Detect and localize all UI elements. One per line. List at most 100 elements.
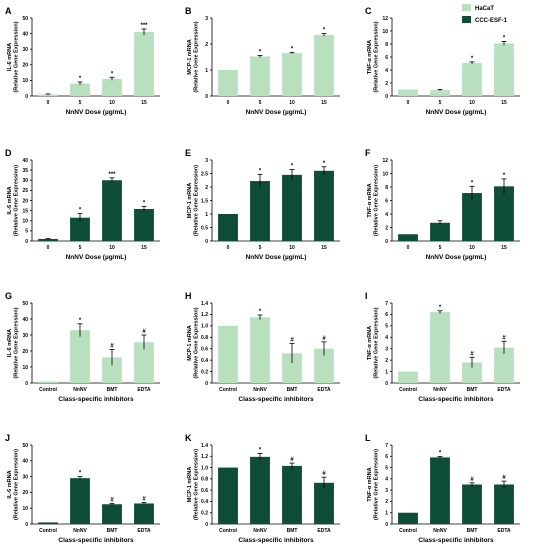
bar-d-15 bbox=[134, 209, 154, 241]
y-tick-label-b: 2 bbox=[205, 42, 208, 48]
bar-b-0 bbox=[218, 70, 238, 96]
significance-marker-k: * bbox=[259, 447, 262, 453]
bar-d-5 bbox=[70, 217, 90, 241]
y-tick-label-f: 8 bbox=[385, 185, 388, 191]
y-axis-label-d: IL-6 mRNA bbox=[7, 186, 13, 214]
x-tick-label-h: Control bbox=[219, 387, 237, 393]
x-axis-label-a: NnNV Dose (µg/mL) bbox=[66, 109, 127, 116]
x-tick-label-i: EDTA bbox=[497, 387, 511, 393]
x-tick-label-c: 0 bbox=[407, 100, 410, 106]
y-tick-label-d: 10 bbox=[22, 219, 28, 225]
y-tick-label-e: 2.5 bbox=[201, 171, 208, 177]
panel-letter-a: A bbox=[5, 6, 12, 16]
y-tick-label-c: 2 bbox=[385, 81, 388, 87]
y-axis-label-a: IL-6 mRNA bbox=[7, 43, 13, 71]
x-tick-label-l: BMT bbox=[467, 528, 478, 534]
x-axis-label-k: Class-specific inhibitors bbox=[238, 537, 314, 544]
panel-letter-e: E bbox=[185, 148, 191, 158]
panel-letter-d: D bbox=[5, 148, 12, 158]
y-tick-label-l: 6 bbox=[385, 454, 388, 460]
significance-marker-l: # bbox=[502, 475, 506, 481]
y-tick-label-g: 20 bbox=[22, 349, 28, 355]
x-tick-label-l: Control bbox=[399, 528, 417, 534]
y-tick-label-c: 4 bbox=[385, 68, 388, 74]
y-tick-label-b: 1 bbox=[205, 68, 208, 74]
y-axis-label-d: (Relative Gene Expression) bbox=[14, 165, 20, 236]
y-tick-label-c: 10 bbox=[382, 29, 388, 35]
panel-letter-c: C bbox=[365, 6, 372, 16]
bar-f-15 bbox=[494, 186, 514, 241]
x-tick-label-f: 5 bbox=[439, 245, 442, 251]
x-axis-label-e: NnNV Dose (µg/mL) bbox=[246, 254, 307, 261]
y-tick-label-k: 0.8 bbox=[201, 477, 208, 483]
x-tick-label-i: BMT bbox=[467, 387, 478, 393]
x-tick-label-b: 5 bbox=[259, 100, 262, 106]
bar-i-nnnv bbox=[430, 312, 450, 383]
bar-l-bmt bbox=[462, 484, 482, 524]
bar-c-10 bbox=[462, 62, 482, 96]
bar-c-0 bbox=[398, 89, 418, 96]
y-tick-label-a: 30 bbox=[22, 47, 28, 53]
y-tick-label-j: 0 bbox=[25, 522, 28, 528]
y-tick-label-i: 7 bbox=[385, 301, 388, 307]
y-tick-label-h: 0.2 bbox=[201, 369, 208, 375]
bar-e-5 bbox=[250, 181, 270, 241]
legend-label: HaCaT bbox=[475, 6, 494, 12]
y-tick-label-e: 0 bbox=[205, 239, 208, 245]
y-tick-label-d: 20 bbox=[22, 198, 28, 204]
panel-letter-g: G bbox=[5, 291, 12, 301]
x-tick-label-j: Control bbox=[39, 528, 57, 534]
y-tick-label-k: 1.2 bbox=[201, 454, 208, 460]
significance-marker-l: * bbox=[439, 451, 442, 457]
x-tick-label-c: 15 bbox=[501, 100, 507, 106]
y-axis-label-k: (Relative Gene Expression) bbox=[194, 449, 200, 520]
significance-marker-i: # bbox=[502, 335, 506, 341]
x-axis-label-c: NnNV Dose (µg/mL) bbox=[426, 109, 487, 116]
x-tick-label-f: 10 bbox=[469, 245, 475, 251]
x-axis-label-f: NnNV Dose (µg/mL) bbox=[426, 254, 487, 261]
x-axis-label-d: NnNV Dose (µg/mL) bbox=[66, 254, 127, 261]
x-tick-label-d: 10 bbox=[109, 245, 115, 251]
y-axis-label-j: (Relative Gene Expression) bbox=[14, 449, 20, 520]
y-tick-label-d: 30 bbox=[22, 178, 28, 184]
y-tick-label-f: 4 bbox=[385, 212, 388, 218]
y-tick-label-l: 2 bbox=[385, 499, 388, 505]
panel-c: C TNF-α mRNA (Relative Gene Expression) 0 2 4… bbox=[365, 6, 520, 116]
y-tick-label-j: 10 bbox=[22, 506, 28, 512]
bar-f-0 bbox=[398, 234, 418, 241]
x-tick-label-d: 15 bbox=[141, 245, 147, 251]
x-tick-label-c: 5 bbox=[439, 100, 442, 106]
y-tick-label-a: 40 bbox=[22, 31, 28, 37]
legend-swatch-ccc-esf-1 bbox=[462, 16, 471, 23]
panel-a: A IL-6 mRNA (Relative Gene Expression) 0 10 2… bbox=[5, 6, 160, 116]
x-tick-label-h: NnNV bbox=[253, 387, 267, 393]
y-tick-label-b: 0 bbox=[205, 94, 208, 100]
significance-marker-b: * bbox=[259, 49, 262, 55]
bar-k-control bbox=[218, 467, 238, 524]
significance-marker-f: * bbox=[503, 173, 506, 179]
y-tick-label-h: 0.4 bbox=[201, 358, 208, 364]
significance-marker-h: # bbox=[322, 336, 326, 342]
y-axis-label-b: MCP-1 mRNA bbox=[187, 39, 193, 74]
y-tick-label-f: 10 bbox=[382, 171, 388, 177]
y-tick-label-i: 1 bbox=[385, 369, 388, 375]
significance-marker-i: * bbox=[439, 305, 442, 311]
x-tick-label-e: 15 bbox=[321, 245, 327, 251]
y-axis-label-e: MCP-1 mRNA bbox=[187, 183, 193, 218]
x-tick-label-g: BMT bbox=[107, 387, 118, 393]
bar-f-10 bbox=[462, 193, 482, 241]
panel-letter-b: B bbox=[185, 6, 192, 16]
y-axis-label-f: (Relative Gene Expression) bbox=[374, 165, 380, 236]
y-tick-label-j: 40 bbox=[22, 459, 28, 465]
y-tick-label-f: 6 bbox=[385, 198, 388, 204]
bar-k-bmt bbox=[282, 465, 302, 524]
y-tick-label-i: 0 bbox=[385, 381, 388, 387]
y-tick-label-f: 0 bbox=[385, 239, 388, 245]
x-tick-label-k: BMT bbox=[287, 528, 298, 534]
significance-marker-j: # bbox=[110, 497, 114, 503]
x-tick-label-i: Control bbox=[399, 387, 417, 393]
y-tick-label-d: 0 bbox=[25, 239, 28, 245]
y-tick-label-k: 0 bbox=[205, 522, 208, 528]
y-tick-label-e: 0.5 bbox=[201, 225, 208, 231]
